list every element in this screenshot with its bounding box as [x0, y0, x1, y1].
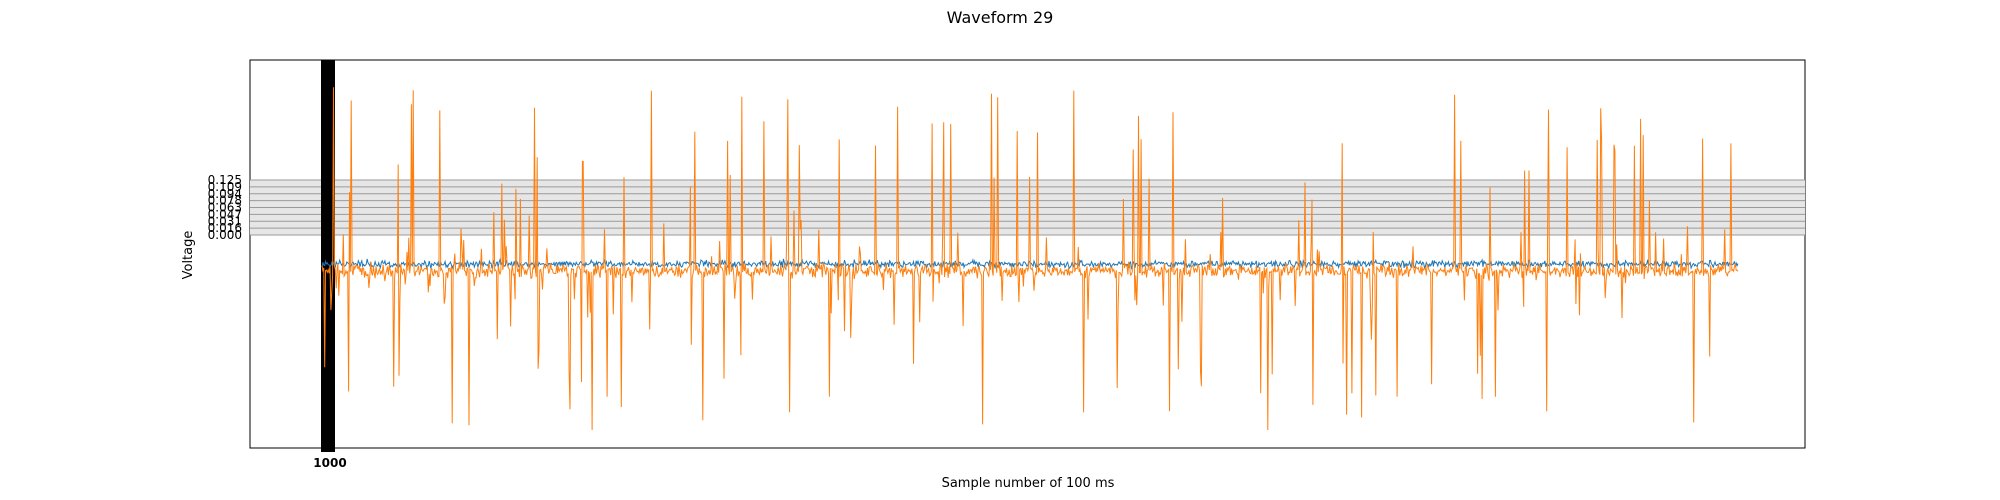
y-tick-label: 0.031: [208, 214, 242, 228]
y-tick-label: 0.047: [208, 207, 242, 221]
x-axis-label: Sample number of 100 ms: [942, 476, 1115, 491]
y-axis-label: Voltage: [181, 231, 196, 280]
y-tick-label: 0.078: [208, 194, 242, 208]
series-orange-line: [321, 87, 1739, 431]
y-grid: [250, 179, 1805, 236]
y-tick-label: 0.016: [208, 221, 242, 235]
y-tick-label: 0.109: [208, 180, 242, 194]
y-tick-label: 0.094: [208, 187, 242, 201]
y-tick-label: 0.063: [208, 201, 242, 215]
y-tick-labels: 0.0000.0160.0310.0470.0630.0780.0940.109…: [208, 173, 242, 242]
series-orange-path: [321, 87, 1739, 431]
chart-title: Waveform 29: [947, 8, 1054, 27]
y-tick-label: 0.125: [208, 173, 242, 187]
y-tick-label: 0.000: [208, 228, 242, 242]
x-tick-label-cluster: 1000: [313, 456, 346, 470]
plot-area: [249, 59, 1806, 449]
